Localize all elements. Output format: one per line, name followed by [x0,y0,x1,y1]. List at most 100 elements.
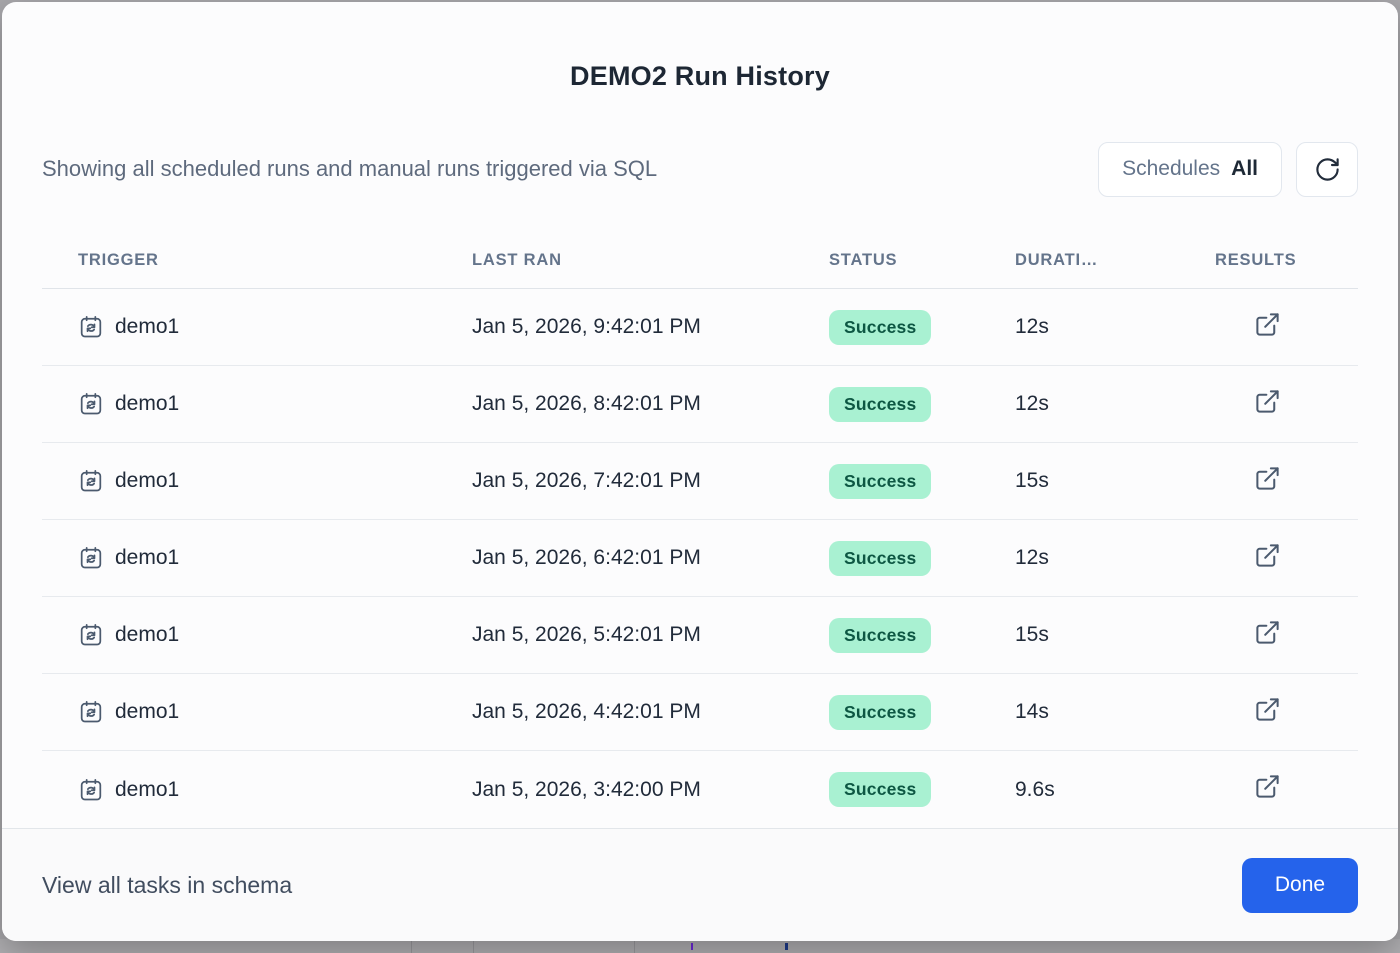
duration-cell: 12s [1015,546,1049,569]
last-ran-cell: Jan 5, 2026, 9:42:01 PM [472,315,701,338]
results-cell [1215,311,1362,344]
trigger-cell: demo1 [42,545,472,571]
results-cell [1215,542,1362,575]
last-ran-cell: Jan 5, 2026, 8:42:01 PM [472,392,701,415]
status-cell: Success [829,386,1015,422]
external-link-icon [1254,388,1281,415]
status-badge: Success [829,617,932,653]
view-all-tasks-link[interactable]: View all tasks in schema [42,871,293,898]
column-header-trigger: TRIGGER [78,250,159,269]
open-results-button[interactable] [1254,773,1281,800]
open-results-button[interactable] [1254,465,1281,492]
calendar-sync-icon [78,391,104,417]
trigger-name: demo1 [115,469,180,492]
background-artifact [785,943,788,950]
trigger-cell: demo1 [42,468,472,494]
modal-title: DEMO2 Run History [570,61,830,91]
column-header-last-ran: LAST RAN [472,250,562,269]
status-badge: Success [829,694,932,730]
background-divider [473,939,474,953]
calendar-sync-icon [78,468,104,494]
external-link-icon [1254,311,1281,338]
results-cell [1215,388,1362,421]
open-results-button[interactable] [1254,619,1281,646]
external-link-icon [1254,465,1281,492]
external-link-icon [1254,542,1281,569]
trigger-cell: demo1 [42,622,472,648]
column-header-results: RESULTS [1215,250,1297,269]
status-cell: Success [829,694,1015,730]
last-ran-cell: Jan 5, 2026, 7:42:01 PM [472,469,701,492]
trigger-cell: demo1 [42,314,472,340]
open-results-button[interactable] [1254,311,1281,338]
trigger-name: demo1 [115,700,180,723]
toolbar-controls: Schedules All [1098,141,1358,197]
external-link-icon [1254,619,1281,646]
background-divider [411,939,412,953]
status-cell: Success [829,617,1015,653]
calendar-sync-icon [78,699,104,725]
table-row: demo1 Jan 5, 2026, 8:42:01 PM Success 12… [42,366,1358,443]
external-link-icon [1254,773,1281,800]
duration-cell: 12s [1015,392,1049,415]
last-ran-cell: Jan 5, 2026, 6:42:01 PM [472,546,701,569]
column-header-status: STATUS [829,250,898,269]
last-ran-cell: Jan 5, 2026, 4:42:01 PM [472,700,701,723]
open-results-button[interactable] [1254,388,1281,415]
table-row: demo1 Jan 5, 2026, 9:42:01 PM Success 12… [42,289,1358,366]
calendar-sync-icon [78,314,104,340]
calendar-sync-icon [78,777,104,803]
last-ran-cell: Jan 5, 2026, 5:42:01 PM [472,623,701,646]
table-row: demo1 Jan 5, 2026, 7:42:01 PM Success 15… [42,443,1358,520]
status-badge: Success [829,309,932,345]
modal-footer: View all tasks in schema Done [2,828,1398,941]
status-badge: Success [829,386,932,422]
done-button[interactable]: Done [1242,857,1358,913]
schedules-filter-label: Schedules [1122,157,1221,180]
results-cell [1215,696,1362,729]
schedules-filter-value: All [1231,157,1258,180]
background-divider [634,939,635,953]
trigger-name: demo1 [115,392,180,415]
table-row: demo1 Jan 5, 2026, 4:42:01 PM Success 14… [42,674,1358,751]
results-cell [1215,465,1362,498]
table-body: demo1 Jan 5, 2026, 9:42:01 PM Success 12… [42,289,1358,828]
refresh-icon [1314,156,1341,183]
status-cell: Success [829,772,1015,807]
external-link-icon [1254,696,1281,723]
duration-cell: 9.6s [1015,777,1055,801]
calendar-sync-icon [78,545,104,571]
status-badge: Success [829,463,932,499]
table-row: demo1 Jan 5, 2026, 3:42:00 PM Success 9.… [42,751,1358,828]
open-results-button[interactable] [1254,696,1281,723]
trigger-name: demo1 [115,777,180,801]
status-badge: Success [829,540,932,576]
table-row: demo1 Jan 5, 2026, 6:42:01 PM Success 12… [42,520,1358,597]
run-history-table: TRIGGER LAST RAN STATUS DURATI… RESULTS … [42,232,1358,828]
schedules-filter-button[interactable]: Schedules All [1098,141,1282,197]
trigger-name: demo1 [115,623,180,646]
duration-cell: 15s [1015,623,1049,646]
duration-cell: 12s [1015,315,1049,338]
duration-cell: 14s [1015,700,1049,723]
results-cell [1215,773,1362,806]
trigger-cell: demo1 [42,699,472,725]
trigger-name: demo1 [115,315,180,338]
column-header-duration: DURATI… [1015,250,1099,269]
table-row: demo1 Jan 5, 2026, 5:42:01 PM Success 15… [42,597,1358,674]
status-cell: Success [829,309,1015,345]
background-page-strip [0,939,1400,953]
calendar-sync-icon [78,622,104,648]
last-ran-cell: Jan 5, 2026, 3:42:00 PM [472,777,701,801]
trigger-cell: demo1 [42,391,472,417]
table-header-row: TRIGGER LAST RAN STATUS DURATI… RESULTS [42,232,1358,289]
trigger-cell: demo1 [42,777,472,803]
status-cell: Success [829,463,1015,499]
results-cell [1215,619,1362,652]
modal-subtitle: Showing all scheduled runs and manual ru… [42,156,658,181]
status-cell: Success [829,540,1015,576]
trigger-name: demo1 [115,546,180,569]
refresh-button[interactable] [1296,141,1358,197]
open-results-button[interactable] [1254,542,1281,569]
